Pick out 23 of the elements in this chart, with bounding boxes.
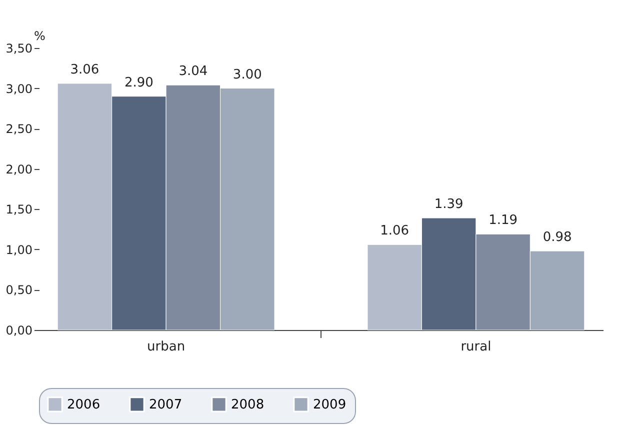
data-label: 3.06	[70, 62, 100, 78]
data-label: 3.04	[178, 64, 208, 80]
y-axis-title: %	[34, 29, 46, 43]
y-tick-label: 2,00	[6, 162, 32, 176]
x-tick-label: urban	[147, 340, 186, 354]
data-label: 3.00	[232, 67, 262, 82]
y-tick-label: 1,50	[6, 202, 32, 217]
y-tick-label: 1,00	[6, 242, 32, 257]
data-label: 2.90	[124, 75, 154, 90]
data-label: 1.19	[488, 213, 518, 228]
x-tick-label: rural	[460, 340, 492, 354]
y-tick-label: 2,50	[6, 122, 32, 136]
legend-label: 2007	[149, 397, 182, 412]
y-tick-label: 3,00	[6, 82, 32, 96]
data-label: 1.39	[434, 197, 464, 212]
y-tick-label: 0,00	[6, 324, 32, 338]
y-tick-label: 0,50	[6, 283, 32, 298]
data-label: 1.06	[380, 224, 410, 239]
legend-label: 2009	[313, 397, 346, 412]
data-label: 0.98	[542, 230, 572, 246]
legend-label: 2008	[231, 397, 264, 412]
legend-label: 2006	[67, 397, 100, 412]
y-tick-label: 3,50	[6, 42, 32, 56]
